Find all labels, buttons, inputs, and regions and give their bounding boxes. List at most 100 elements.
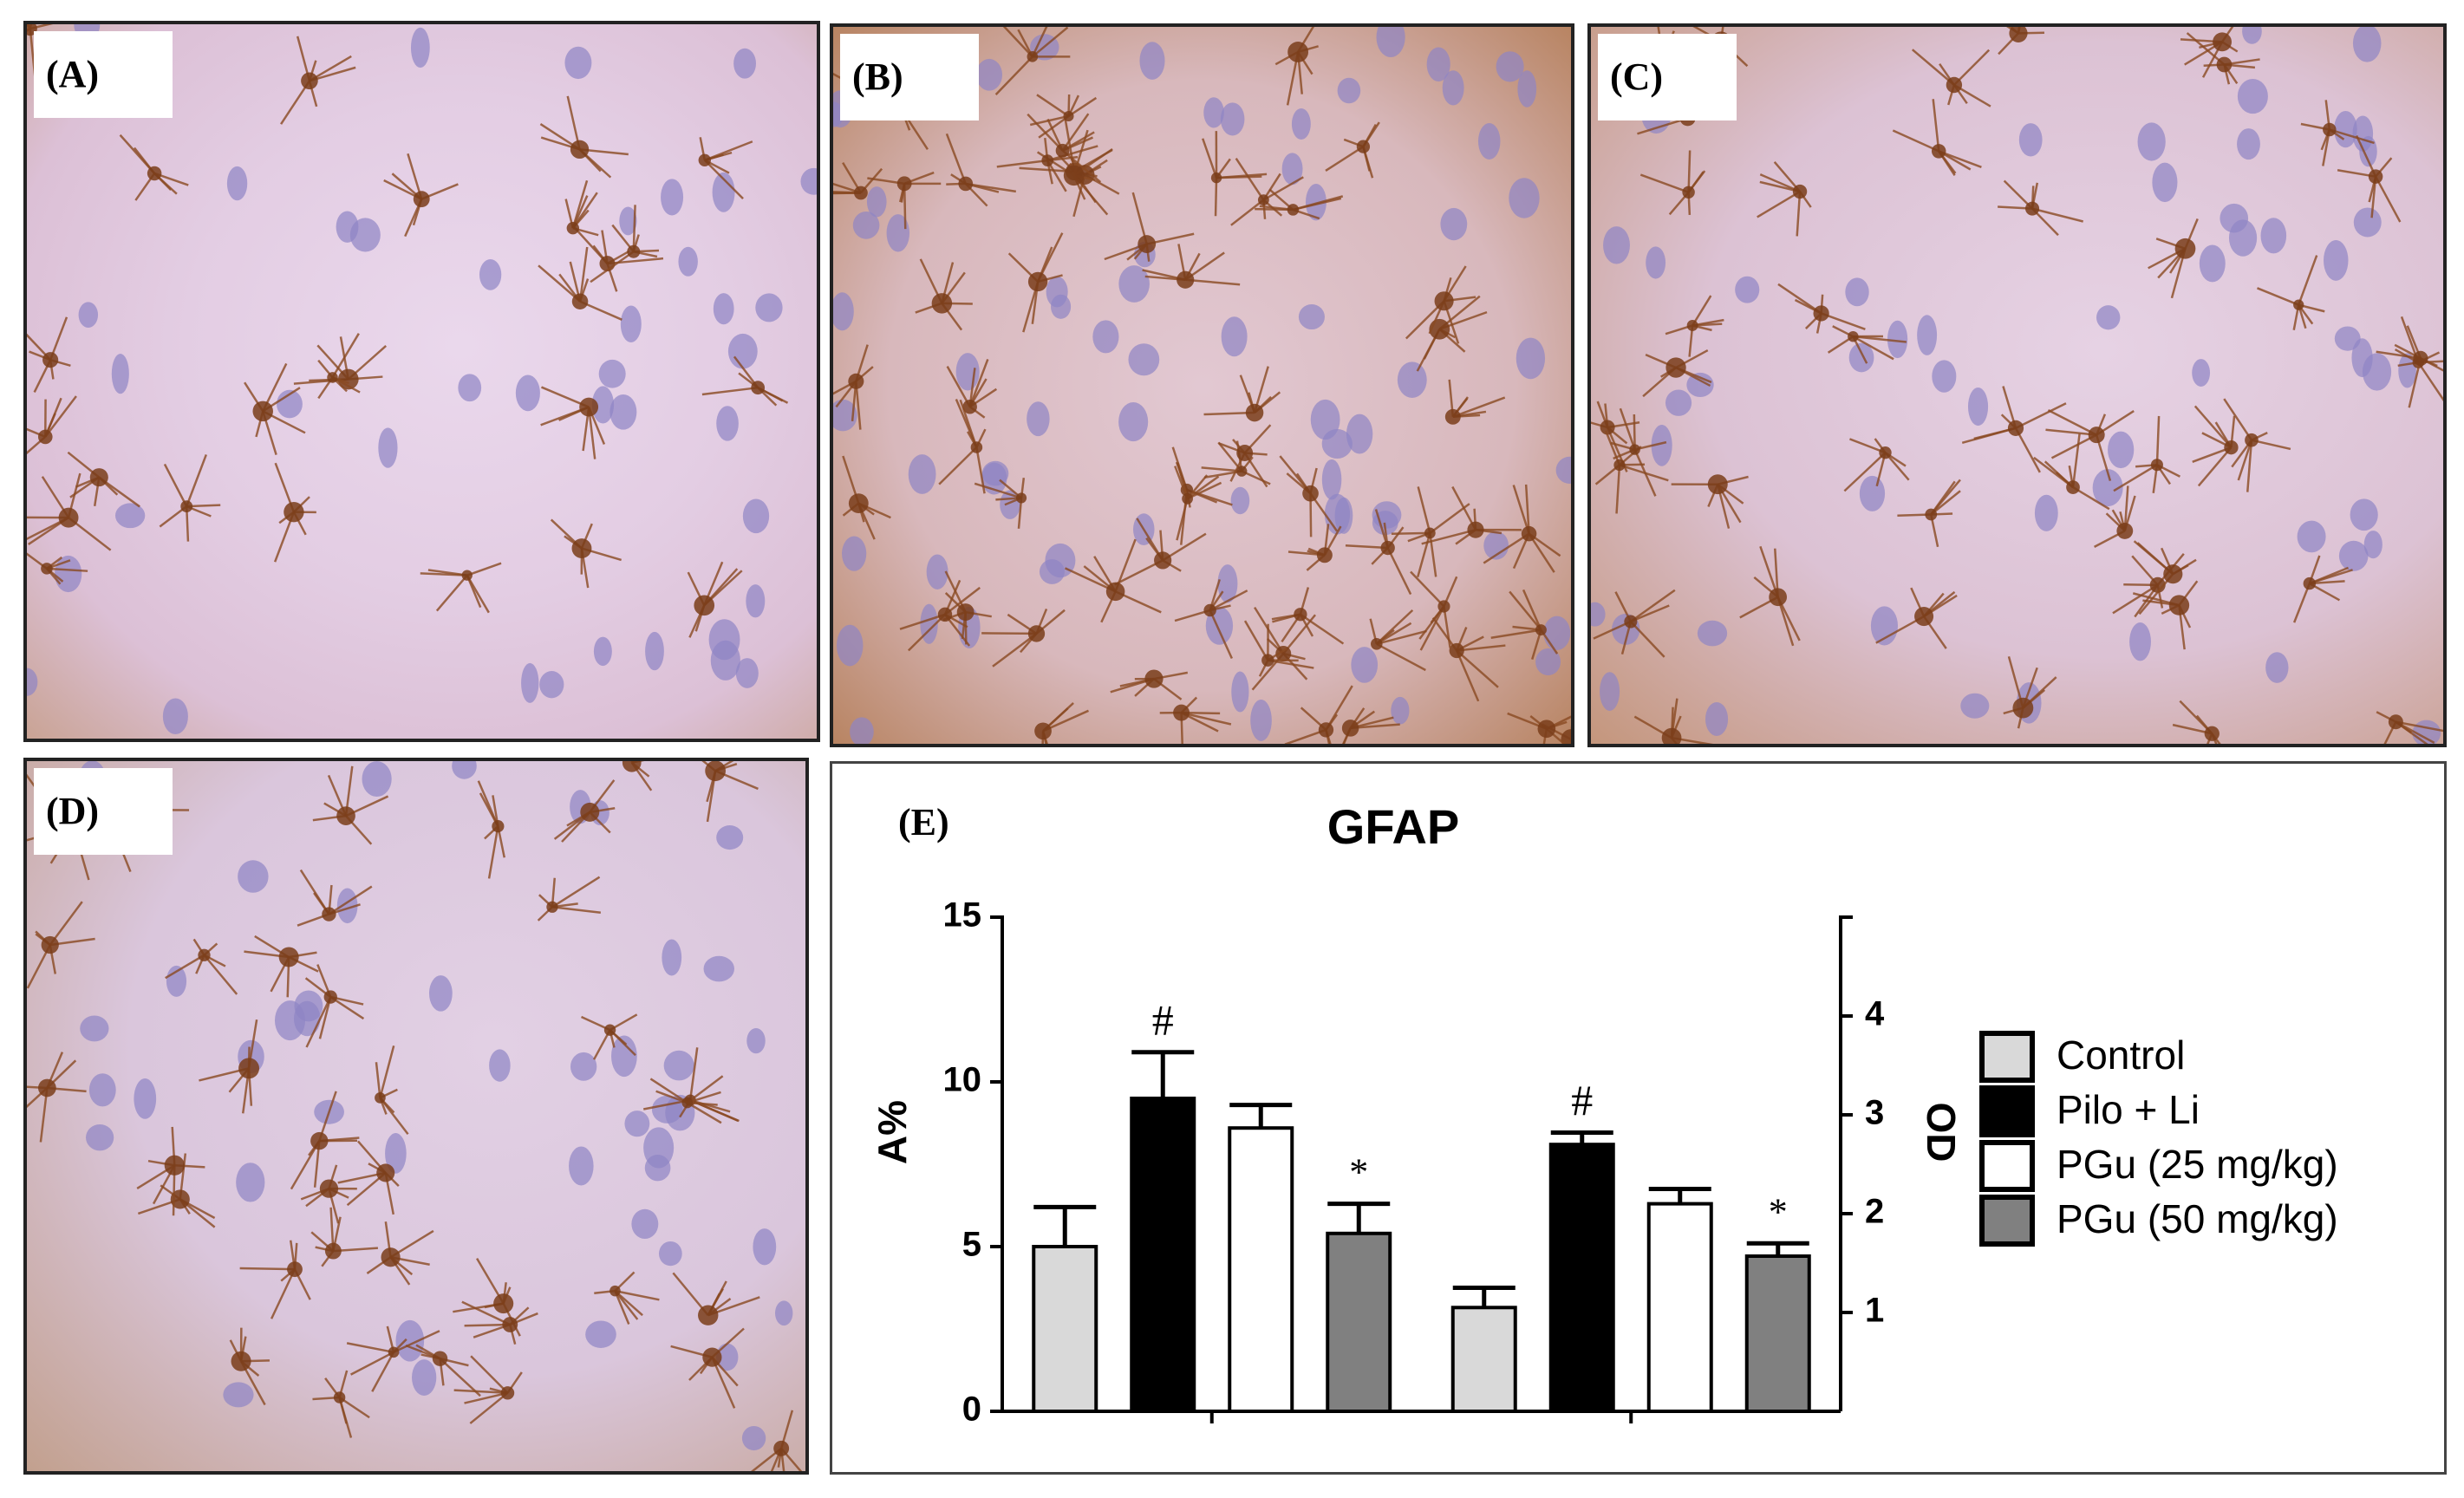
astrocyte-process xyxy=(1067,96,1098,118)
nucleus xyxy=(1221,316,1248,357)
nucleus xyxy=(2152,162,2178,203)
astrocyte-process xyxy=(1843,452,1887,492)
astrocyte-process xyxy=(1911,49,1955,86)
astrocyte-process xyxy=(1634,440,1667,451)
astrocyte-body xyxy=(1629,444,1640,455)
astrocyte-body xyxy=(170,1189,190,1209)
astrocyte-body xyxy=(500,1386,515,1400)
nucleus xyxy=(1118,265,1150,303)
astrocyte-body xyxy=(1434,291,1454,311)
astrocyte-process xyxy=(1930,480,1956,516)
nucleus xyxy=(2324,240,2349,281)
astrocyte-process xyxy=(1375,609,1414,645)
astrocyte-process xyxy=(2375,176,2402,223)
nucleus xyxy=(2338,540,2369,571)
nucleus xyxy=(746,1027,766,1054)
panel-label: (E) xyxy=(898,801,949,843)
astrocyte-process xyxy=(994,55,1033,96)
y2-tick-label: 4 xyxy=(1865,995,1885,1033)
astrocyte-process xyxy=(466,562,502,576)
astrocyte-process xyxy=(1953,49,1991,86)
astrocyte-process xyxy=(2193,405,2233,448)
astrocyte-body xyxy=(1769,588,1788,607)
astrocyte-process xyxy=(2033,456,2074,489)
y-axis-label: A% xyxy=(870,1100,915,1164)
astrocyte-body xyxy=(493,1293,514,1314)
nucleus xyxy=(1230,486,1250,515)
nucleus xyxy=(866,186,887,218)
nucleus xyxy=(585,1320,616,1348)
nucleus xyxy=(55,555,82,593)
astrocyte-process xyxy=(2072,486,2110,511)
astrocyte-body xyxy=(896,176,912,192)
astrocyte-process xyxy=(703,159,744,200)
nucleus xyxy=(27,668,38,696)
astrocyte-body xyxy=(2245,433,2259,447)
nucleus xyxy=(1291,107,1311,140)
astrocyte-process xyxy=(1114,559,1164,586)
astrocyte-process xyxy=(1687,150,1692,192)
astrocyte-body xyxy=(751,381,766,395)
astrocyte-process xyxy=(1181,711,1232,726)
astrocyte-body xyxy=(627,244,641,258)
astrocyte-body xyxy=(848,373,864,389)
nucleus xyxy=(489,1049,511,1082)
nucleus xyxy=(162,698,188,735)
astrocyte-process xyxy=(186,453,208,507)
astrocyte-body xyxy=(1925,508,1938,521)
astrocyte-process xyxy=(1061,113,1090,152)
astrocyte-process xyxy=(1230,199,1265,226)
nucleus xyxy=(521,662,539,703)
nucleus xyxy=(1646,246,1666,279)
astrocyte-process xyxy=(470,1355,509,1394)
nucleus xyxy=(385,1133,407,1174)
astrocyte-process xyxy=(1528,532,1555,573)
astrocyte-process xyxy=(2031,207,2084,223)
astrocyte-process xyxy=(2071,433,2081,488)
y-tick-label: 0 xyxy=(962,1391,981,1429)
astrocyte-process xyxy=(1209,589,1248,612)
y2-axis-label: OD xyxy=(1919,1103,1964,1163)
astrocyte-body xyxy=(1813,305,1829,322)
tissue-texture xyxy=(27,761,803,1471)
nucleus xyxy=(223,1382,254,1408)
astrocyte-process xyxy=(1757,190,1801,218)
tissue-texture xyxy=(27,24,817,735)
nucleus xyxy=(1337,77,1361,104)
astrocyte-body xyxy=(2009,27,2028,42)
astrocyte-process xyxy=(974,482,1022,499)
astrocyte-body xyxy=(432,1351,448,1366)
panel-label: (A) xyxy=(34,31,173,118)
legend-label: Control xyxy=(2057,1032,2185,1078)
y2-tick-label: 3 xyxy=(1865,1094,1884,1132)
significance-marker: * xyxy=(1769,1190,1788,1233)
astrocyte-process xyxy=(1593,620,1632,640)
bar xyxy=(1646,1202,1713,1413)
astrocyte-process xyxy=(2329,128,2375,145)
astrocyte-body xyxy=(89,468,108,487)
panel-label: (D) xyxy=(34,768,173,855)
astrocyte-process xyxy=(464,1391,508,1404)
astrocyte-process xyxy=(1615,465,1621,514)
astrocyte-body xyxy=(566,221,579,235)
nucleus xyxy=(1651,424,1672,466)
astrocyte-body xyxy=(1931,144,1946,159)
nucleus xyxy=(2352,27,2382,62)
nucleus xyxy=(2137,122,2166,161)
bar xyxy=(1450,1306,1517,1413)
astrocyte-process xyxy=(571,192,598,229)
astrocyte-process xyxy=(29,24,54,30)
astrocyte-process xyxy=(350,1351,394,1376)
astrocyte-body xyxy=(1287,42,1309,62)
nucleus xyxy=(564,46,592,80)
astrocyte-body xyxy=(278,947,299,967)
nucleus xyxy=(850,717,874,744)
nucleus xyxy=(1203,97,1224,128)
nucleus xyxy=(80,1015,109,1042)
nucleus xyxy=(1543,615,1571,651)
astrocyte-body xyxy=(609,1285,621,1297)
nucleus xyxy=(662,939,682,976)
astrocyte-body xyxy=(1027,51,1039,62)
astrocyte-process xyxy=(899,613,946,630)
astrocyte-body xyxy=(1302,485,1319,502)
